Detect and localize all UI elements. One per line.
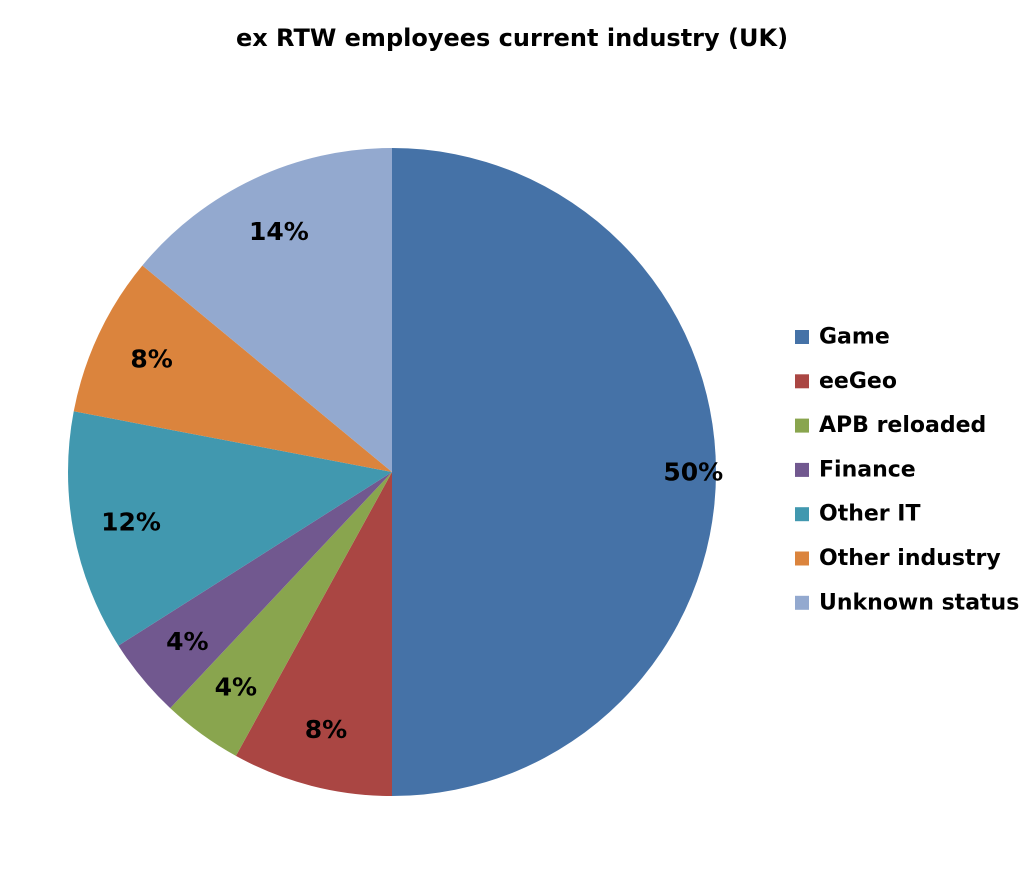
legend-label-apb-reloaded: APB reloaded [819, 413, 986, 438]
legend-label-finance: Finance [819, 457, 916, 482]
slice-label-eegeo: 8% [305, 715, 347, 744]
legend-swatch-unknown-status [795, 595, 809, 610]
legend-label-other-industry: Other industry [819, 546, 1001, 571]
legend: Game eeGeo APB reloaded Finance Other IT Othe… [795, 325, 1019, 615]
slice-labels: 50% 8% 4%4% 12% 8% 14% [101, 217, 723, 744]
pie-slice-unknown-status [142, 148, 392, 472]
slice-label-apb-reloaded: 4% [215, 672, 257, 701]
legend-label-other-it: Other IT [819, 502, 921, 527]
slice-label-game: 50% [663, 458, 723, 487]
legend-swatch-eegeo [795, 374, 809, 389]
legend-item-game: Game [795, 325, 890, 350]
pie-slice-other-industry [73, 265, 393, 472]
legend-label-game: Game [819, 325, 890, 350]
slice-label-other-it: 12% [101, 507, 161, 536]
legend-label-eegeo: eeGeo [819, 369, 897, 394]
pie-slice-other-it [68, 411, 392, 646]
legend-item-other-it: Other IT [795, 502, 921, 527]
legend-item-other-industry: Other industry [795, 546, 1001, 571]
slice-label-unknown-status: 14% [249, 217, 309, 246]
pie-slice-eegeo [235, 472, 392, 796]
pie-slice-game [392, 148, 716, 796]
chart-title: ex RTW employees current industry (UK) [236, 24, 788, 52]
pie-slice-finance [118, 472, 393, 709]
legend-item-eegeo: eeGeo [795, 369, 897, 394]
legend-swatch-other-industry [795, 551, 809, 566]
legend-item-finance: Finance [795, 457, 916, 482]
slice-label-other-industry: 8% [130, 344, 172, 373]
legend-swatch-other-it [795, 507, 809, 522]
pie-slices [68, 148, 716, 796]
legend-item-apb-reloaded: APB reloaded [795, 413, 986, 438]
legend-swatch-game [795, 330, 809, 344]
pie-slice-apb-reloaded [170, 472, 392, 756]
legend-swatch-finance [795, 462, 809, 477]
legend-item-unknown-status: Unknown status [795, 590, 1019, 615]
slice-label-finance: 4% [166, 627, 208, 656]
legend-label-unknown-status: Unknown status [819, 590, 1019, 615]
legend-swatch-apb-reloaded [795, 418, 809, 433]
